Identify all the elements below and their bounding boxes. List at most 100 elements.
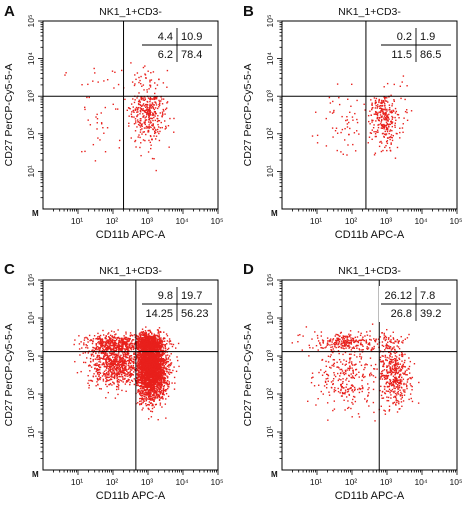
data-point [379,123,382,125]
data-point [150,392,152,394]
data-point [154,132,156,135]
data-point [385,115,388,118]
data-point [142,349,144,351]
data-point [378,119,381,122]
data-point [122,378,124,381]
data-point [154,398,156,400]
data-point [384,146,386,149]
data-point [110,371,112,373]
data-point [128,107,131,109]
data-point [149,114,152,116]
data-point [164,361,167,363]
data-point [168,383,170,386]
quadrant-upper-right-pct: 1.9 [420,31,435,43]
data-point [105,363,108,366]
data-point [157,368,159,371]
data-point [399,131,401,134]
data-point [142,344,144,346]
data-point [147,357,149,360]
data-point [338,96,340,99]
data-point [165,127,167,129]
data-point [123,360,126,363]
data-point [132,358,135,360]
data-point [102,352,105,355]
data-point [152,71,155,73]
data-point [96,358,98,361]
data-point [126,356,129,359]
data-point [135,355,138,357]
data-point [150,144,152,146]
data-point [160,347,162,349]
data-point [160,366,162,369]
data-point [373,97,376,99]
data-point [158,399,161,402]
data-point [100,357,103,359]
data-point [141,371,143,373]
data-point [152,357,154,359]
data-point [148,394,151,396]
data-point [98,358,100,361]
data-point [108,366,111,369]
data-point [135,381,138,384]
data-point [149,370,152,372]
data-point [140,373,142,375]
data-point [119,357,121,359]
data-point [135,78,137,81]
data-point [107,365,109,368]
data-point [142,385,145,388]
data-point [138,357,141,360]
data-point [152,391,154,393]
data-point [134,99,136,101]
data-point [335,127,338,129]
data-point [133,116,135,118]
data-point [155,351,157,353]
data-point [88,384,90,387]
x-tick-label: 10³ [141,216,153,226]
data-point [172,369,174,372]
data-point [150,376,153,378]
data-point [154,397,156,399]
data-point [157,365,160,368]
data-point [136,119,139,121]
data-point [150,72,152,74]
data-point [160,350,162,352]
data-point [142,400,145,402]
data-point [162,398,164,400]
data-point [157,391,159,393]
data-point [145,379,148,381]
data-point [130,357,133,359]
data-point [161,381,163,383]
data-point [373,131,375,133]
data-point [154,334,157,336]
data-point [151,355,154,357]
data-point [384,113,386,115]
data-point [356,118,358,121]
data-point [163,353,166,355]
data-point [389,150,392,152]
data-point [125,365,127,368]
data-point [146,398,148,400]
data-point [126,109,128,111]
data-point [122,364,124,366]
data-point [145,375,147,377]
data-point [156,369,159,372]
data-point [162,349,165,352]
data-point [147,109,150,112]
data-point [96,364,98,366]
data-point [160,356,163,358]
data-point [92,360,94,362]
data-point [385,133,387,135]
data-point [159,130,161,133]
data-point [134,108,137,110]
data-point [332,136,334,138]
data-point [137,391,139,393]
data-point [140,358,143,360]
x-tick-label: 10¹ [71,216,83,226]
quadrant-lower-left-pct: 6.2 [158,49,173,61]
data-point [96,356,98,359]
data-point [152,356,154,358]
data-point [315,111,317,113]
data-point [139,379,141,381]
plot-title: NK1_1+CD3- [338,6,401,18]
